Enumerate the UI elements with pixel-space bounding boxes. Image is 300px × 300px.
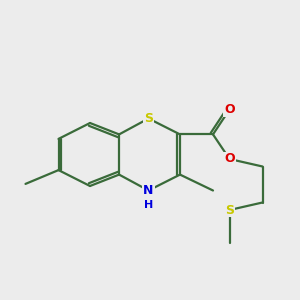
- Text: H: H: [144, 200, 153, 210]
- Text: S: S: [144, 112, 153, 125]
- Text: O: O: [224, 103, 235, 116]
- Text: S: S: [225, 203, 234, 217]
- Text: O: O: [224, 152, 235, 166]
- Text: N: N: [143, 184, 154, 197]
